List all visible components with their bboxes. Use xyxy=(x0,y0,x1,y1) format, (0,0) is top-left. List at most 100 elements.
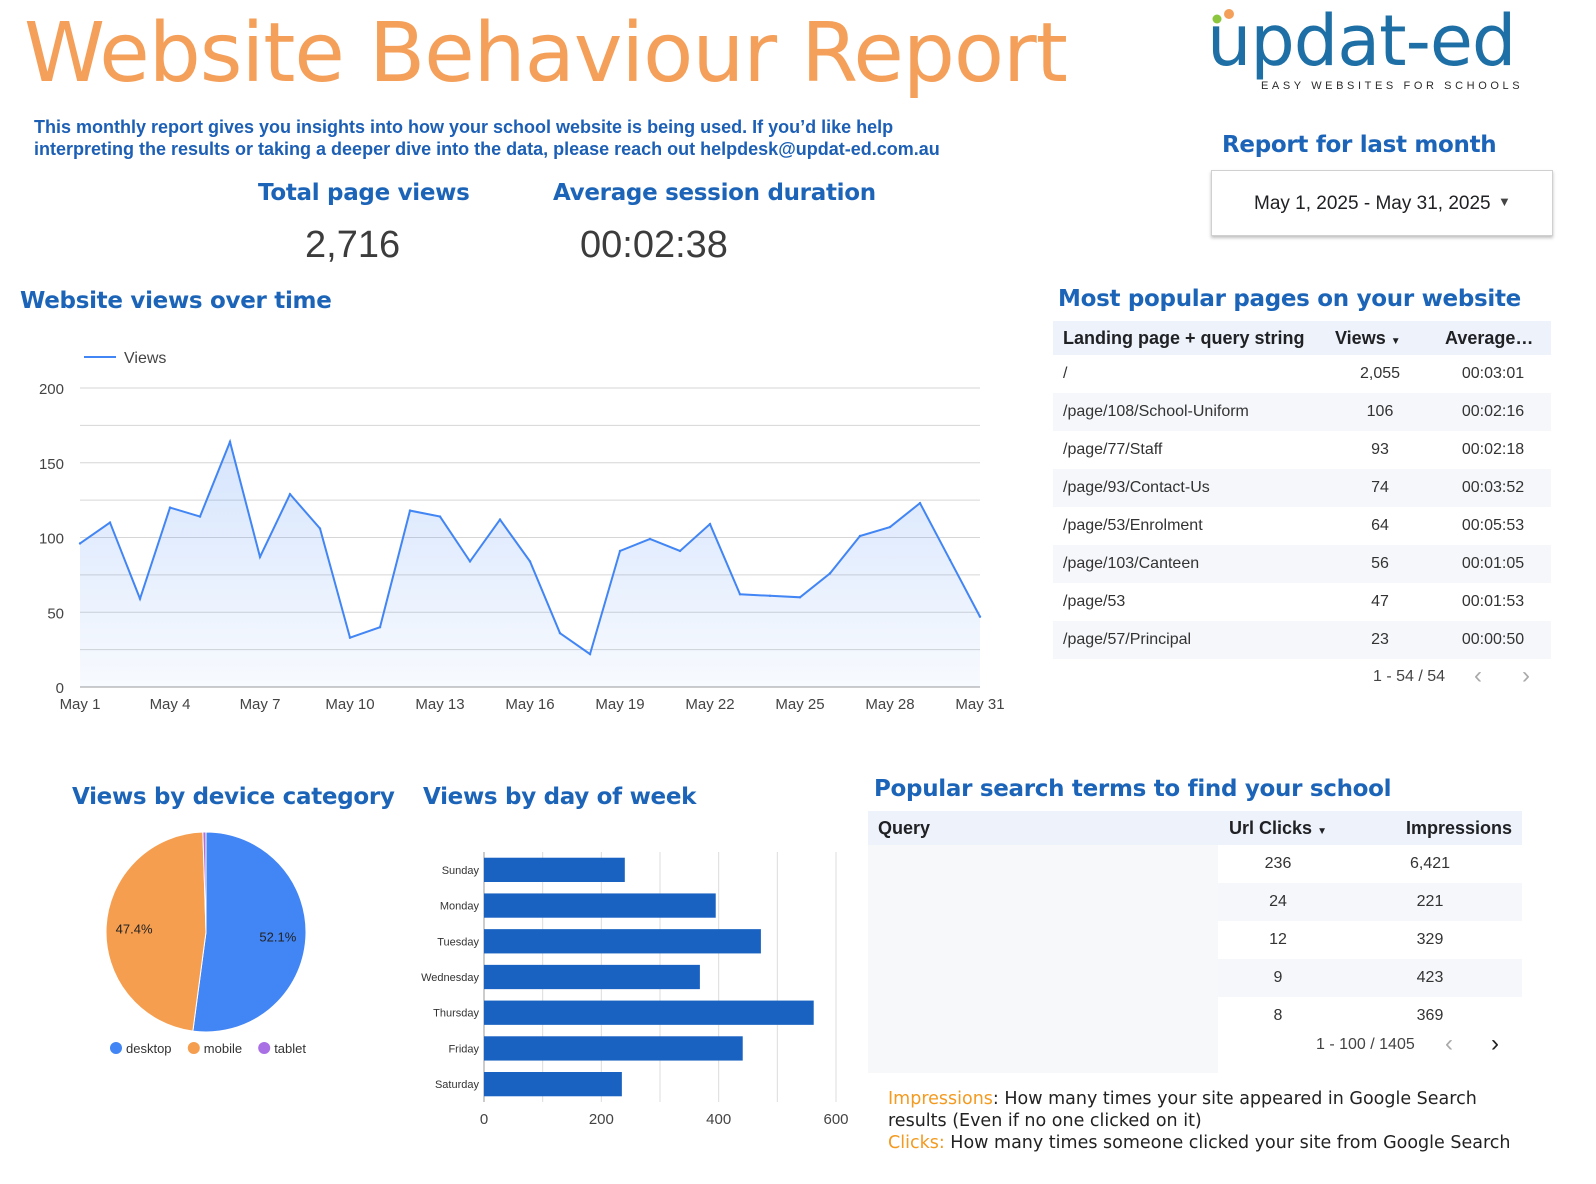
sort-desc-icon: ▼ xyxy=(1390,335,1401,347)
impressions-cell: 423 xyxy=(1338,959,1522,997)
average-cell: 00:01:05 xyxy=(1435,545,1551,583)
impressions-definition: Impressions: How many times your site ap… xyxy=(888,1088,1528,1132)
table-header-row: Landing page + query string Views ▼ Aver… xyxy=(1053,321,1551,355)
search-terms-pager: 1 - 100 / 1405 xyxy=(1316,1036,1415,1053)
views-cell: 47 xyxy=(1371,593,1389,610)
day-of-week-bar-chart: 0 200 400 600 Sunday Monday Tuesday Wednesday Th… xyxy=(421,852,849,1128)
data-point xyxy=(678,549,682,553)
prev-page-icon[interactable]: ‹ xyxy=(1474,662,1482,689)
impressions-text: : How many times your site appeared in G… xyxy=(888,1089,1477,1131)
y-tick-label: 200 xyxy=(39,381,64,398)
y-category-label: Sunday xyxy=(442,865,480,877)
data-point xyxy=(528,560,532,563)
table-row[interactable]: /page/77/Staff 93 00:02:18 xyxy=(1053,431,1551,469)
views-over-time-title: Website views over time xyxy=(20,288,332,314)
popular-pages-table: Landing page + query string Views ▼ Aver… xyxy=(1053,321,1551,659)
bar-tuesday xyxy=(484,929,761,954)
popular-pages-title: Most popular pages on your website xyxy=(1058,286,1521,312)
next-page-icon[interactable]: › xyxy=(1522,662,1530,689)
total-views-label: Total page views xyxy=(258,180,470,206)
pie-slice-label: 52.1% xyxy=(259,930,296,945)
y-category-label: Saturday xyxy=(435,1079,480,1091)
page-path-cell: /page/57/Principal xyxy=(1053,621,1325,659)
column-header-views[interactable]: Views ▼ xyxy=(1325,321,1435,355)
bar-wednesday xyxy=(484,964,700,990)
device-pie-chart: 52.1% 47.4% desktop mobile tablet xyxy=(105,831,307,1056)
x-tick-label: 400 xyxy=(706,1111,731,1128)
average-cell: 00:03:01 xyxy=(1461,365,1525,382)
x-tick-label: May 22 xyxy=(685,696,734,713)
bar-thursday xyxy=(484,1000,814,1025)
table-row[interactable]: 12 329 xyxy=(868,921,1522,959)
x-tick-label: May 16 xyxy=(505,696,554,713)
prev-page-icon[interactable]: ‹ xyxy=(1445,1030,1453,1057)
avg-session-label: Average session duration xyxy=(553,180,876,206)
url-clicks-cell: 24 xyxy=(1218,883,1338,921)
date-range-picker[interactable]: May 1, 2025 - May 31, 2025 ▼ xyxy=(1211,170,1553,236)
x-tick-label: May 7 xyxy=(240,696,281,713)
x-tick-label: May 25 xyxy=(775,696,824,713)
legend-label: desktop xyxy=(126,1041,172,1056)
data-point xyxy=(408,509,412,512)
column-header-average[interactable]: Average… xyxy=(1435,321,1551,355)
table-row[interactable]: 24 221 xyxy=(868,883,1522,921)
query-cell xyxy=(868,845,1218,883)
views-cell: 56 xyxy=(1325,545,1435,583)
views-header-label: Views xyxy=(1335,327,1386,348)
column-header-landing-page[interactable]: Landing page + query string xyxy=(1053,321,1325,355)
data-point xyxy=(948,558,952,562)
impressions-cell: 329 xyxy=(1416,931,1444,948)
data-point xyxy=(498,518,502,521)
data-point xyxy=(558,631,562,635)
pie-slice-desktop xyxy=(192,831,307,1033)
x-tick-label: May 31 xyxy=(955,696,1004,713)
page-path-cell: / xyxy=(1063,365,1068,382)
search-terms-table: Query Url Clicks ▼ Impressions 236 6,421 2… xyxy=(868,811,1522,1073)
y-category-label: Monday xyxy=(440,901,480,913)
page-path-cell: /page/77/Staff xyxy=(1063,441,1163,458)
legend-label: mobile xyxy=(204,1041,242,1056)
table-row[interactable]: /page/108/School-Uniform 106 00:02:16 xyxy=(1053,393,1551,431)
table-row[interactable]: /page/53/Enrolment 64 00:05:53 xyxy=(1053,507,1551,545)
table-row[interactable]: /page/57/Principal 23 00:00:50 xyxy=(1053,621,1551,659)
column-header-query[interactable]: Query xyxy=(868,811,1218,845)
table-row[interactable]: / 2,055 00:03:01 xyxy=(1053,355,1551,393)
url-clicks-cell: 236 xyxy=(1264,855,1292,872)
bar-sunday xyxy=(484,857,625,882)
logo-wordmark: updat-ed xyxy=(1207,0,1516,82)
clicks-definition: Clicks: How many times someone clicked y… xyxy=(888,1132,1528,1154)
url-clicks-header-label: Url Clicks xyxy=(1229,817,1313,838)
bar-friday xyxy=(484,1036,743,1061)
table-row[interactable]: 9 423 xyxy=(868,959,1522,997)
table-row[interactable]: /page/53 47 00:01:53 xyxy=(1053,583,1551,621)
column-header-impressions[interactable]: Impressions xyxy=(1338,811,1522,845)
intro-line-1: This monthly report gives you insights i… xyxy=(34,117,894,137)
table-row[interactable]: 8 369 xyxy=(868,997,1522,1035)
impressions-cell: 221 xyxy=(1338,883,1522,921)
table-row[interactable]: /page/93/Contact-Us 74 00:03:52 xyxy=(1053,469,1551,507)
y-category-label: Thursday xyxy=(433,1008,479,1020)
page-path-cell: /page/53/Enrolment xyxy=(1063,517,1203,534)
views-cell: 64 xyxy=(1371,517,1389,534)
column-header-url-clicks[interactable]: Url Clicks ▼ xyxy=(1218,811,1338,845)
y-tick-label: 50 xyxy=(47,605,64,622)
table-row[interactable]: /page/103/Canteen 56 00:01:05 xyxy=(1053,545,1551,583)
table-filler-row xyxy=(868,1035,1522,1073)
sort-desc-icon: ▼ xyxy=(1317,825,1327,837)
impressions-cell: 6,421 xyxy=(1409,855,1451,872)
next-page-icon[interactable]: › xyxy=(1491,1030,1499,1057)
y-tick-label: 100 xyxy=(39,531,64,548)
table-row[interactable]: 236 6,421 xyxy=(868,845,1522,883)
views-line-chart: 0 50 100 150 200 May 1 May 4 May 7 May 10 May 13 M… xyxy=(39,350,1005,713)
x-tick-label: May 4 xyxy=(150,696,191,713)
data-point xyxy=(828,572,832,575)
query-cell xyxy=(868,997,1218,1035)
average-cell: 00:02:16 xyxy=(1435,393,1551,431)
logo-tagline: EASY WEBSITES FOR SCHOOLS xyxy=(1261,80,1524,92)
impressions-cell: 369 xyxy=(1416,1007,1444,1024)
y-tick-label: 150 xyxy=(39,456,64,473)
data-point xyxy=(738,593,742,596)
metric-definitions: Impressions: How many times your site ap… xyxy=(888,1088,1528,1154)
data-point xyxy=(168,506,172,509)
query-cell xyxy=(868,959,1218,997)
